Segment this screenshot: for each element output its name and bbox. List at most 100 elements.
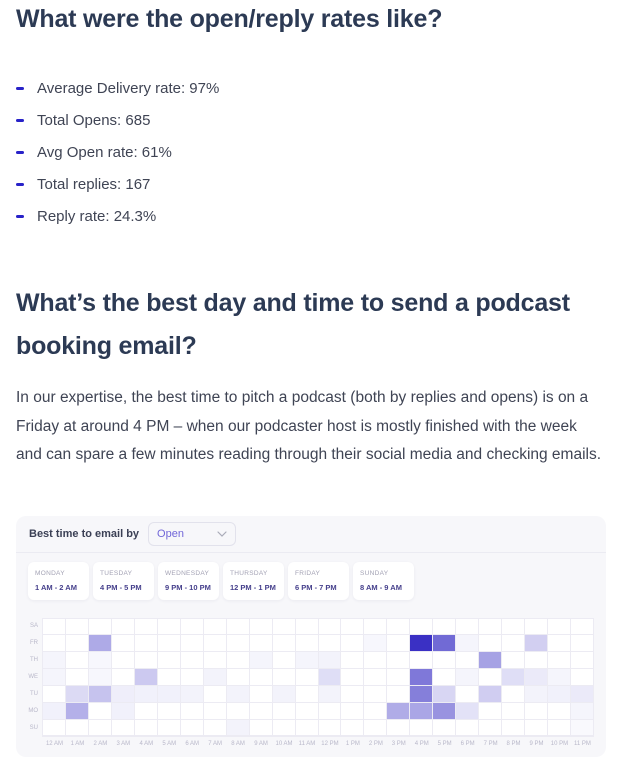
heatmap-cell	[88, 635, 111, 652]
heatmap-cell	[272, 719, 295, 736]
heatmap-cell	[180, 618, 203, 635]
heatmap-cell	[134, 652, 157, 669]
heatmap-cell	[571, 652, 593, 669]
heatmap-column-label: 7 PM	[483, 740, 498, 747]
best-time-card-sunday: SUNDAY 8 AM - 9 AM	[353, 561, 414, 600]
heatmap-cell	[456, 669, 479, 685]
day-time-value: 1 AM - 2 AM	[35, 582, 77, 592]
heatmap-cell	[571, 719, 593, 736]
heatmap-cell	[341, 635, 364, 652]
heatmap-cell	[295, 719, 318, 736]
widget-label: Best time to email by	[29, 527, 140, 540]
heatmap-cell	[479, 669, 502, 685]
heatmap-cell	[226, 652, 249, 669]
heatmap-cell	[203, 635, 226, 652]
widget-header: Best time to email by Open	[16, 516, 606, 553]
heatmap-column-label: 8 PM	[506, 740, 521, 747]
heatmap-cell	[433, 719, 456, 736]
heatmap-column-label: 4 PM	[414, 740, 429, 747]
heatmap-cell	[479, 618, 502, 635]
heatmap-cell	[43, 719, 65, 736]
best-time-card-thursday: THURSDAY 12 PM - 1 PM	[223, 561, 284, 600]
heatmap-cell	[134, 702, 157, 719]
best-time-cards: MONDAY 1 AM - 2 AM TUESDAY 4 PM - 5 PM WEDNE…	[16, 553, 606, 610]
heatmap-cell	[65, 635, 88, 652]
heatmap-cell	[134, 635, 157, 652]
heatmap-cell	[387, 652, 410, 669]
heatmap-cell	[387, 618, 410, 635]
day-name-label: TUESDAY	[100, 569, 133, 577]
heatmap-cell	[525, 618, 548, 635]
heatmap-cell	[341, 618, 364, 635]
heatmap-cell	[548, 719, 571, 736]
heatmap-cell	[433, 635, 456, 652]
heatmap-cell	[387, 635, 410, 652]
best-time-card-monday: MONDAY 1 AM - 2 AM	[28, 561, 89, 600]
heatmap-cell	[364, 652, 387, 669]
list-item: Total replies: 167	[16, 176, 606, 194]
list-item: Avg Open rate: 61%	[16, 144, 606, 162]
heatmap-cell	[364, 685, 387, 702]
heatmap-cell	[410, 635, 433, 652]
heatmap-cell	[180, 719, 203, 736]
metric-dropdown-value: Open	[157, 527, 184, 540]
section-heading-open-reply-rates: What were the open/reply rates like?	[16, 5, 443, 33]
heatmap-cell	[226, 635, 249, 652]
metric-dropdown[interactable]: Open	[148, 521, 237, 546]
heatmap-cell	[571, 669, 593, 685]
heatmap-cell	[249, 618, 272, 635]
heatmap-cell	[525, 635, 548, 652]
heatmap-cell	[134, 685, 157, 702]
heatmap-column-label: 11 PM	[573, 740, 591, 747]
heatmap-cell	[111, 669, 134, 685]
heatmap-cell	[111, 652, 134, 669]
heatmap-cell	[387, 719, 410, 736]
heatmap-cell	[272, 635, 295, 652]
heatmap-cell	[272, 685, 295, 702]
section-heading-best-day-time: What’s the best day and time to send a p…	[16, 289, 570, 360]
heatmap-cell	[364, 669, 387, 685]
heatmap-cell	[525, 652, 548, 669]
list-item: Reply rate: 24.3%	[16, 208, 606, 226]
heatmap-cell	[410, 618, 433, 635]
stats-bullet-list: Average Delivery rate: 97% Total Opens: 6…	[16, 80, 606, 226]
heatmap-cell	[157, 652, 180, 669]
heatmap-cell	[502, 652, 525, 669]
heatmap-cell	[65, 669, 88, 685]
heatmap-column-label: 11 AM	[298, 740, 316, 747]
heatmap-cell	[249, 685, 272, 702]
heatmap-cell	[226, 669, 249, 685]
chevron-down-icon	[217, 530, 227, 537]
heatmap-column-label: 1 AM	[70, 740, 85, 747]
heatmap-cell	[341, 685, 364, 702]
heatmap-cell	[341, 719, 364, 736]
best-time-card-tuesday: TUESDAY 4 PM - 5 PM	[93, 561, 154, 600]
heatmap-cell	[180, 652, 203, 669]
heatmap-grid	[42, 617, 594, 737]
heatmap-cell	[88, 702, 111, 719]
heatmap-cell	[479, 702, 502, 719]
heatmap-column-label: 4 AM	[139, 740, 154, 747]
list-item: Average Delivery rate: 97%	[16, 80, 606, 98]
heatmap-column-label: 12 AM	[45, 740, 63, 747]
heatmap-cell	[410, 719, 433, 736]
bullet-dash-icon	[16, 87, 24, 90]
heatmap-cell	[525, 669, 548, 685]
heatmap-cell	[272, 652, 295, 669]
heatmap-cell	[318, 719, 341, 736]
day-time-value: 8 AM - 9 AM	[360, 582, 402, 592]
heatmap-cell	[272, 702, 295, 719]
heatmap-cell	[433, 685, 456, 702]
heatmap-cell	[295, 702, 318, 719]
heatmap-cell	[525, 702, 548, 719]
heatmap-cell	[433, 669, 456, 685]
body-paragraph: In our expertise, the best time to pitch…	[16, 389, 602, 463]
heatmap-cell	[180, 635, 203, 652]
bullet-text: Total Opens: 685	[37, 112, 151, 129]
heatmap-cell	[364, 702, 387, 719]
heatmap-cell	[157, 702, 180, 719]
heatmap-cell	[295, 618, 318, 635]
heatmap-cell	[456, 719, 479, 736]
heatmap-cell	[180, 702, 203, 719]
heatmap-cell	[295, 652, 318, 669]
